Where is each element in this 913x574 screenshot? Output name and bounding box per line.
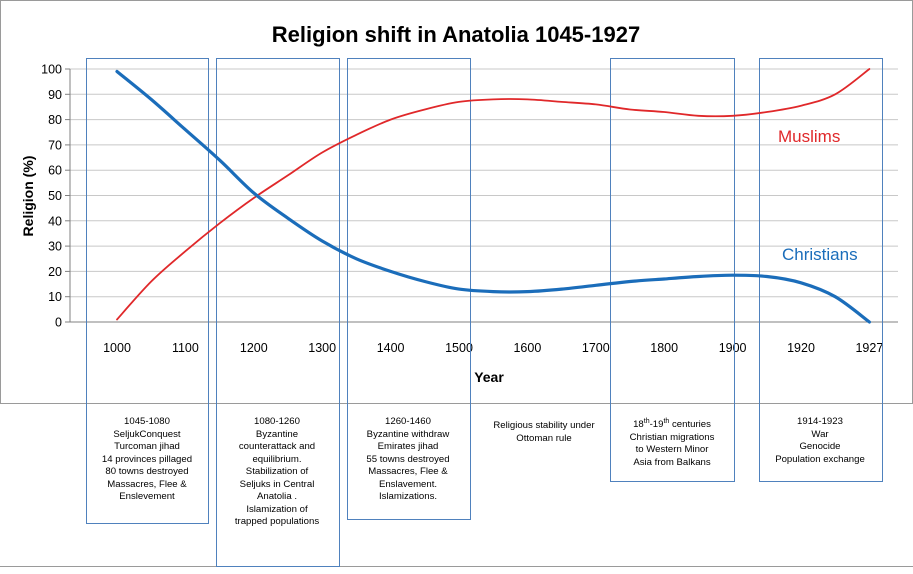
annotation-line: Christian migrations — [629, 431, 715, 443]
y-tick-label: 90 — [48, 88, 62, 102]
period-box — [86, 58, 209, 524]
series-label-christians: Christians — [782, 245, 858, 264]
y-tick-label: 100 — [41, 63, 62, 77]
chart-title: Religion shift in Anatolia 1045-1927 — [272, 22, 640, 47]
series-label-muslims: Muslims — [778, 127, 840, 146]
annotation-line: 1914-1923 — [797, 416, 843, 427]
annotation-line: Religious stability under — [493, 420, 595, 431]
chart-area-border — [0, 0, 913, 404]
annotation-line: War — [811, 428, 829, 440]
annotation-line: Byzantine — [255, 428, 299, 440]
annotation-line: 80 towns destroyed — [105, 466, 189, 477]
annotation-line: 1080-1260 — [254, 416, 300, 427]
period-annotation: Religious stability under Ottoman rule — [474, 420, 614, 445]
x-tick-label: 1300 — [308, 341, 336, 355]
annotation-line: Islamization of — [246, 503, 308, 515]
period-annotation: 1045-1080 SeljukConquest Turcoman jihad 14 … — [77, 416, 217, 504]
x-axis-label: Year — [474, 369, 504, 385]
annotation-line: Enslavement. — [378, 478, 438, 490]
y-tick-label: 20 — [48, 265, 62, 279]
series-lines — [115, 68, 871, 324]
y-tick-label: 60 — [48, 164, 62, 178]
annotation-line: counterattack and — [238, 441, 316, 452]
series-line-muslims — [116, 68, 871, 321]
period-box — [759, 58, 883, 482]
y-tick-label: 50 — [48, 189, 62, 203]
period-annotation: 1260-1460 Byzantine withdraw Emirates jiha… — [338, 416, 478, 504]
x-tick-label: 1900 — [719, 341, 747, 355]
annotation-line: Anatolia . — [256, 491, 297, 502]
y-tick-label: 30 — [48, 240, 62, 254]
y-tick-label: 10 — [48, 290, 62, 304]
x-tick-label: 1200 — [240, 341, 268, 355]
y-tick-label: 0 — [55, 316, 62, 330]
annotation-line: equilibrium. — [252, 453, 302, 465]
annotation-line: to Western Minor — [635, 444, 709, 456]
period-box — [216, 58, 340, 567]
period-boxes — [86, 58, 883, 567]
annotation-line: Emirates jihad — [377, 441, 439, 452]
annotation-line: Stabilization of — [245, 466, 309, 477]
annotation-line: SeljukConquest — [113, 428, 181, 440]
annotation-line: Asia from Balkans — [633, 456, 711, 468]
annotation-line: Population exchange — [775, 453, 865, 465]
annotation-line: 18th-19th centuries — [633, 418, 711, 431]
x-tick-label: 1600 — [513, 341, 541, 355]
annotation-line: Turcoman jihad — [114, 441, 180, 452]
y-tick-label: 80 — [48, 113, 62, 127]
annotation-line: 14 provinces pillaged — [101, 453, 193, 465]
x-tick-label: 1000 — [103, 341, 131, 355]
annotation-line: trapped populations — [234, 516, 320, 527]
x-tick-label: 1800 — [650, 341, 678, 355]
annotation-line: 1260-1460 — [385, 416, 431, 427]
annotation-line: 1045-1080 — [124, 416, 170, 427]
y-tick-label: 70 — [48, 138, 62, 152]
x-tick-labels: 1000 1100 1200 1300 1400 1500 1600 1700 1800 1900… — [103, 341, 883, 355]
x-tick-label: 1500 — [445, 341, 473, 355]
period-annotation: 1080-1260 Byzantine counterattack and equil… — [207, 416, 347, 529]
period-box — [610, 58, 735, 482]
y-axis-label: Religion (%) — [20, 156, 36, 237]
x-tick-label: 1400 — [377, 341, 405, 355]
period-annotation: 1914-1923 War Genocide Population exchange — [750, 416, 890, 466]
annotation-line: Byzantine withdraw — [366, 428, 450, 440]
period-annotation: 18th-19th centuries Christian migrations t… — [602, 416, 742, 469]
series-line-christians — [115, 69, 871, 324]
annotation-line: Enslevement — [119, 491, 175, 502]
annotation-line: 55 towns destroyed — [366, 453, 450, 465]
annotation-line: Islamizations. — [378, 491, 438, 502]
annotation-line: Massacres, Flee & — [107, 478, 187, 490]
annotation-line: Genocide — [799, 441, 841, 452]
x-tick-label: 1920 — [787, 341, 815, 355]
x-tick-label: 1700 — [582, 341, 610, 355]
y-tick-labels: 0 10 20 30 40 50 60 70 80 90 100 — [41, 63, 62, 330]
annotation-line: Seljuks in Central — [239, 478, 315, 490]
annotation-line: Ottoman rule — [516, 432, 572, 444]
x-tick-label: 1927 — [855, 341, 883, 355]
annotation-line: Massacres, Flee & — [368, 466, 448, 477]
x-tick-label: 1100 — [172, 341, 199, 355]
y-tick-label: 40 — [48, 214, 62, 228]
